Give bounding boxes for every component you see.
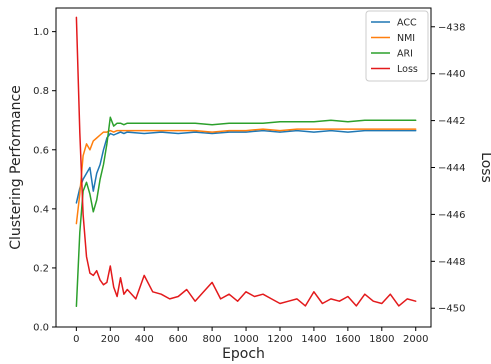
y-left-tick-label: 0.4 <box>33 204 49 215</box>
x-tick-label: 1400 <box>301 334 326 345</box>
y-right-tick-label: −450 <box>438 304 465 315</box>
legend-label-ari: ARI <box>397 49 413 60</box>
y-left-tick-label: 0.2 <box>33 263 49 274</box>
x-tick-label: 2000 <box>403 334 428 345</box>
x-tick-label: 1000 <box>233 334 258 345</box>
y-right-tick-label: −444 <box>438 163 465 174</box>
y-right-tick-label: −440 <box>438 69 465 80</box>
x-tick-label: 1600 <box>335 334 360 345</box>
x-tick-label: 800 <box>203 334 222 345</box>
y-right-tick-label: −446 <box>438 210 465 221</box>
axes-ticks: 0 200 400 600 800 1000 1200 1400 1600 1800 2000 0.0… <box>33 22 465 345</box>
y-right-tick-label: −448 <box>438 257 465 268</box>
y-left-tick-label: 0.8 <box>33 86 49 97</box>
plot-frame <box>55 7 432 328</box>
x-tick-label: 200 <box>101 334 120 345</box>
y-right-tick-label: −442 <box>438 116 465 127</box>
legend-label-nmi: NMI <box>397 33 415 44</box>
plot-series <box>75 16 417 308</box>
y-left-tick-label: 1.0 <box>33 27 49 38</box>
y-left-tick-label: 0.0 <box>33 323 49 334</box>
x-tick-label: 400 <box>135 334 154 345</box>
legend-box <box>365 10 429 82</box>
legend-label-acc: ACC <box>397 18 417 29</box>
y-axis-right-title: Loss <box>478 152 491 183</box>
series-line-nmi <box>75 128 417 225</box>
series-line-loss <box>75 16 417 307</box>
x-tick-label: 1800 <box>369 334 394 345</box>
y-left-tick-label: 0.6 <box>33 145 49 156</box>
legend-label-loss: Loss <box>397 64 418 75</box>
x-tick-label: 0 <box>73 334 79 345</box>
legend: ACC NMI ARI Loss <box>365 10 429 82</box>
x-tick-label: 1200 <box>267 334 292 345</box>
series-line-acc <box>75 129 417 204</box>
series-line-ari <box>75 116 417 308</box>
x-tick-label: 600 <box>169 334 188 345</box>
x-axis-title: Epoch <box>222 346 265 362</box>
y-axis-left-title: Clustering Performance <box>8 85 24 250</box>
y-right-tick-label: −438 <box>438 22 465 33</box>
